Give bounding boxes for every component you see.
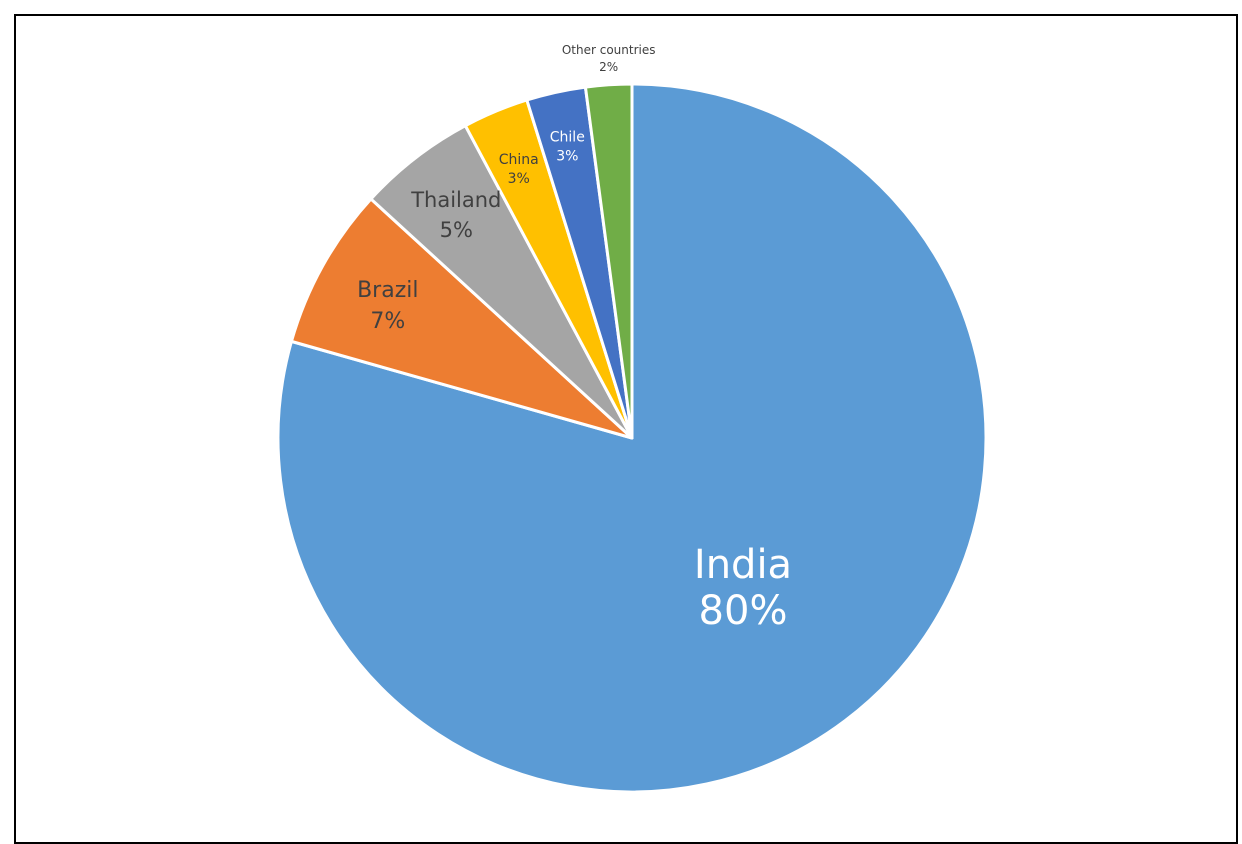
pie-slices	[276, 82, 988, 794]
slice-label-thailand: Thailand	[410, 188, 501, 212]
slice-pct-india: 80%	[699, 588, 788, 634]
slice-label-chile: Chile	[550, 129, 585, 145]
slice-pct-chile: 3%	[556, 148, 578, 164]
slice-other-countries	[583, 82, 634, 440]
slice-pct-thailand: 5%	[440, 218, 473, 242]
slice-pct-other-countries: 2%	[599, 60, 618, 74]
slice-label-other-countries: Other countries	[562, 43, 656, 57]
slice-label-brazil: Brazil	[357, 278, 418, 303]
slice-pct-china: 3%	[508, 171, 530, 187]
slice-brazil	[289, 197, 634, 440]
slice-label-india: India	[694, 542, 792, 588]
slice-pct-brazil: 7%	[370, 309, 405, 334]
slice-label-china: China	[499, 152, 539, 168]
